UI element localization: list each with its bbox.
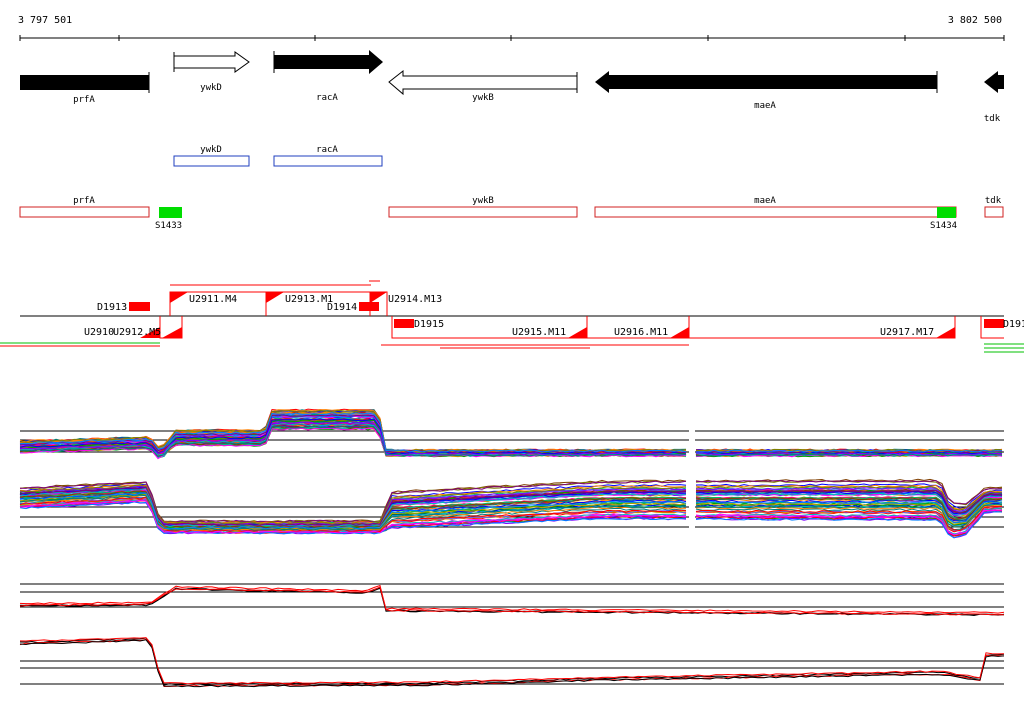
feature-label-D1914: D1914 [327, 302, 357, 313]
site-marker-S1433[interactable] [159, 207, 182, 218]
expression-trace [19, 496, 1003, 533]
start-coordinate: 3 797 501 [18, 15, 72, 26]
forward-transcript-label-racA: racA [316, 145, 338, 155]
gene-label-ywkB: ywkB [472, 93, 494, 103]
feature-flag-U2914[interactable] [370, 292, 387, 303]
feature-label-U2914: U2914.M13 [388, 294, 442, 305]
summary-panel-forward [19, 583, 1005, 617]
gene-label-ywkD: ywkD [200, 83, 222, 93]
feature-label-U2913: U2913.M1 [285, 294, 333, 305]
forward-transcript-box-racA[interactable] [273, 155, 383, 167]
summary-profiles-forward [19, 584, 1005, 617]
reverse-transcript-label-maeA: maeA [754, 196, 776, 206]
feature-label-U2910: U2910 [84, 327, 114, 338]
expression-trace [19, 637, 1005, 685]
forward-transcript-track: ywkD racA [173, 145, 383, 167]
summary-profiles-reverse [19, 637, 1005, 688]
feature-block-D191[interactable] [984, 319, 1004, 328]
expression-trace [19, 412, 1003, 453]
feature-flag-U2912-end[interactable] [162, 327, 182, 338]
expression-trace [19, 479, 1002, 523]
expression-trace [19, 639, 1005, 688]
reverse-transcript-label-ywkB: ywkB [472, 196, 494, 206]
feature-flag-U2916[interactable] [670, 327, 689, 338]
expression-trace [19, 494, 1003, 531]
feature-label-D1913: D1913 [97, 302, 127, 313]
expression-trace [20, 425, 1003, 458]
coordinate-ruler: 3 797 501 3 802 500 [18, 15, 1005, 41]
gene-arrow-ywkB[interactable] [388, 69, 578, 96]
forward-transcript-label-ywkD: ywkD [200, 145, 222, 155]
feature-label-D191: D191 [1003, 319, 1024, 330]
feature-label-U2916: U2916.M11 [614, 327, 668, 338]
gene-arrow-maeA[interactable] [595, 71, 937, 93]
expression-trace [19, 499, 1002, 536]
gene-arrow-racA[interactable] [274, 50, 383, 74]
expression-panel-reverse [19, 478, 1004, 539]
site-label-S1433: S1433 [155, 221, 182, 231]
feature-label-U2915: U2915.M11 [512, 327, 566, 338]
gene-arrow-ywkD[interactable] [173, 51, 250, 73]
feature-label-D1915: D1915 [414, 319, 444, 330]
site-label-S1434: S1434 [930, 221, 957, 231]
reverse-transcript-box-prfA[interactable] [19, 206, 150, 218]
segment-track: D1913 U2911.M4 U2913.M1 D1914 U2914.M13 … [0, 280, 1024, 353]
reverse-transcript-box-ywkB[interactable] [388, 206, 578, 218]
gene-label-prfA: prfA [73, 95, 95, 105]
end-coordinate: 3 802 500 [948, 15, 1002, 26]
expression-panel-forward [19, 408, 1004, 460]
expression-trace [19, 492, 1003, 530]
expression-trace [19, 486, 1003, 526]
expression-trace [19, 501, 1002, 539]
gene-label-maeA: maeA [754, 101, 776, 111]
expression-trace [19, 586, 1004, 616]
reverse-transcript-track: prfA ywkB maeA tdk S1433 S1434 [19, 196, 1004, 231]
feature-flag-U2911[interactable] [170, 292, 188, 303]
expression-profiles-forward [19, 408, 1003, 460]
reverse-transcript-label-prfA: prfA [73, 196, 95, 206]
feature-flag-U2912[interactable] [140, 327, 160, 338]
feature-flag-U2917[interactable] [936, 327, 955, 338]
expression-trace [20, 494, 1003, 530]
feature-flag-U2913[interactable] [266, 292, 284, 303]
feature-flag-U2915[interactable] [568, 327, 587, 338]
forward-transcript-box-ywkD[interactable] [173, 155, 250, 167]
summary-panel-reverse [19, 637, 1005, 688]
feature-label-U2911: U2911.M4 [189, 294, 237, 305]
ruler-ticks [19, 35, 1005, 41]
segment-bracket-lower-5 [980, 316, 1004, 339]
feature-block-D1914[interactable] [359, 302, 379, 311]
expression-trace [19, 484, 1003, 525]
expression-trace [19, 638, 1005, 688]
feature-label-U2912: U2912.M5 [113, 327, 161, 338]
site-marker-S1434[interactable] [937, 207, 956, 218]
expression-trace [19, 637, 1005, 686]
gene-arrow-tdk[interactable] [984, 71, 1004, 93]
gene-arrow-prfA[interactable] [20, 75, 149, 90]
feature-block-D1913[interactable] [129, 302, 150, 311]
expression-trace [19, 490, 1003, 529]
gene-label-racA: racA [316, 93, 338, 103]
feature-label-U2917: U2917.M17 [880, 327, 934, 338]
reverse-transcript-box-tdk[interactable] [984, 206, 1004, 218]
expression-trace [19, 584, 1005, 614]
reverse-transcript-box-maeA[interactable] [594, 206, 957, 218]
feature-block-D1915[interactable] [394, 319, 414, 328]
reverse-transcript-label-tdk: tdk [985, 196, 1002, 206]
expression-profiles-reverse [19, 478, 1003, 539]
panel-gap [689, 425, 695, 545]
gene-label-tdk: tdk [984, 114, 1001, 124]
gene-annotation-track: prfA ywkD racA ywkB maeA tdk [20, 50, 1004, 124]
